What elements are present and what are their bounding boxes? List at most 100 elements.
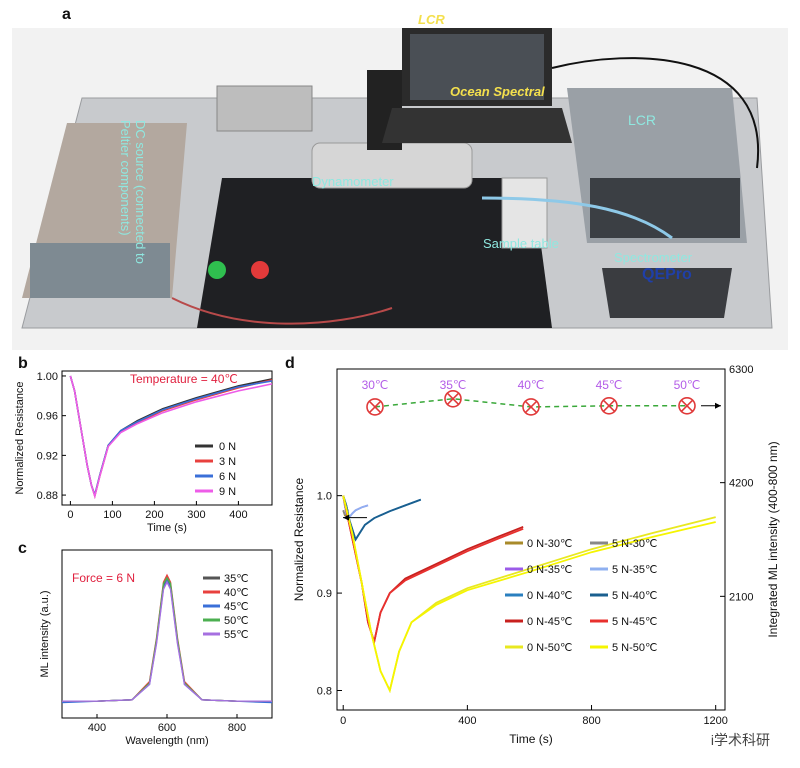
power-supply	[216, 85, 313, 132]
lcr-meter-panel	[590, 178, 740, 238]
ml-marker-circle	[366, 398, 384, 416]
series-line-55℃	[62, 580, 272, 702]
laptop-keyboard	[382, 108, 572, 143]
y-axis-label: Normalized Resistance	[292, 477, 306, 601]
series-line-6N	[69, 375, 273, 498]
x-tick-label: 800	[228, 722, 246, 734]
ml-marker	[522, 398, 540, 416]
legend-label: 0 N	[219, 441, 236, 453]
y-axis-label: ML intensity (a.u.)	[39, 590, 51, 677]
spectrometer	[602, 268, 732, 318]
ml-marker-cross	[368, 400, 382, 414]
left-axis-arrowhead	[343, 514, 349, 521]
ml-marker-circle	[522, 398, 540, 416]
ml-marker	[600, 397, 618, 415]
cable-black	[551, 57, 760, 169]
legend-label: 5 N-30℃	[612, 538, 657, 550]
label-lcr-screen: LCR	[418, 12, 445, 27]
x-axis-label: Time (s)	[147, 522, 187, 534]
temp-label: 30℃	[362, 378, 389, 392]
x-axis-label: Time (s)	[509, 732, 553, 746]
ml-marker-cross	[524, 400, 538, 414]
x-tick-label: 800	[582, 715, 600, 727]
series-line-5 N-45℃	[342, 495, 524, 646]
legend-label: 5 N-40℃	[612, 590, 657, 602]
cable-red	[171, 297, 393, 325]
legend-label: 6 N	[219, 471, 236, 483]
y2-tick-label: 6300	[729, 364, 753, 376]
legend-label: 0 N-50℃	[527, 642, 572, 654]
y-tick-label: 1.0	[317, 491, 332, 503]
label-spectrometer: Spectrometer	[614, 250, 693, 265]
panel-b-letter: b	[18, 355, 28, 372]
x-tick-label: 600	[158, 722, 176, 734]
legend-label: 0 N-45℃	[527, 616, 572, 628]
series-line-3N	[69, 375, 273, 500]
x-tick-label: 400	[88, 722, 106, 734]
ml-marker-circle	[600, 397, 618, 415]
y-tick-label: 0.96	[37, 411, 58, 423]
dc-source-panel	[30, 243, 170, 298]
label-sample-table: Sample table	[483, 236, 559, 251]
temp-label: 50℃	[674, 378, 701, 392]
ml-marker	[444, 389, 462, 408]
panel-c-letter: c	[18, 540, 27, 557]
ml-marker	[678, 397, 696, 415]
temp-label: 40℃	[518, 378, 545, 392]
label-qepro: QEPro	[642, 266, 692, 283]
y-tick-label: 0.8	[317, 686, 332, 698]
fiber-cable	[481, 196, 673, 240]
y-tick-label: 0.92	[37, 450, 58, 462]
ml-marker-cross	[680, 399, 694, 413]
series-line-0 N-45℃	[342, 495, 524, 646]
legend-label: 0 N-30℃	[527, 538, 572, 550]
legend-label: 35℃	[224, 573, 249, 585]
annotation: Force = 6 N	[72, 571, 135, 585]
x-tick-label: 0	[67, 509, 73, 521]
chart-b: 0 100 200 300 400 0.88 0.92 0.96 1.00 Temperature…	[14, 370, 273, 534]
series-line-9N	[69, 375, 273, 500]
ml-intensity-line	[374, 398, 687, 408]
ml-marker-circle	[444, 389, 462, 408]
panel-a-letter: a	[62, 6, 71, 23]
y2-axis-label: Integrated ML intensity (400-800 nm)	[766, 441, 780, 637]
y2-tick-label: 4200	[729, 478, 753, 490]
ml-marker	[366, 398, 384, 416]
start-button-icon	[208, 261, 226, 279]
y2-tick-label: 2100	[729, 591, 753, 603]
chart-d: 0 400 800 1200 0.8 0.9 1.0 2100 4200 6300 30℃ 35℃ 40…	[292, 364, 780, 746]
plot-frame	[61, 370, 273, 506]
plot-frame	[336, 368, 726, 711]
legend-label: 5 N-35℃	[612, 564, 657, 576]
ml-marker-cross	[446, 392, 460, 406]
chart-c: 400 600 800 Force = 6 N 35℃ 40℃ 45℃ 50℃ 55℃ Wavel…	[39, 549, 273, 747]
setup-illustration	[21, 28, 773, 329]
legend-label: 3 N	[219, 456, 236, 468]
x-axis-label: Wavelength (nm)	[125, 735, 208, 747]
legend-label: 0 N-35℃	[527, 564, 572, 576]
x-tick-label: 0	[340, 715, 346, 727]
setup-photo	[12, 28, 788, 350]
temp-label: 35℃	[440, 378, 467, 392]
label-dynamometer: Dynamometer	[312, 174, 394, 189]
y-tick-label: 0.9	[317, 588, 332, 600]
sample-table	[501, 177, 548, 249]
series-line-5 N-50℃	[342, 495, 716, 694]
x-tick-label: 300	[187, 509, 205, 521]
breadboard	[197, 178, 552, 328]
legend-label: 45℃	[224, 601, 249, 613]
legend-label: 0 N-40℃	[527, 590, 572, 602]
legend-label: 50℃	[224, 615, 249, 627]
laptop-screen	[410, 34, 544, 100]
legend-label: 55℃	[224, 629, 249, 641]
stop-button-icon	[251, 261, 269, 279]
legend-label: 40℃	[224, 587, 249, 599]
x-tick-label: 1200	[703, 715, 727, 727]
label-dc-source: DC source (connected to Peltier componen…	[118, 120, 148, 264]
legend-label: 5 N-50℃	[612, 642, 657, 654]
y-tick-label: 1.00	[37, 371, 58, 383]
label-ocean-spectral: Ocean Spectral	[450, 84, 545, 99]
ml-marker-circle	[678, 397, 696, 415]
panel-d-letter: d	[285, 355, 295, 372]
right-axis-arrowhead	[715, 402, 721, 409]
